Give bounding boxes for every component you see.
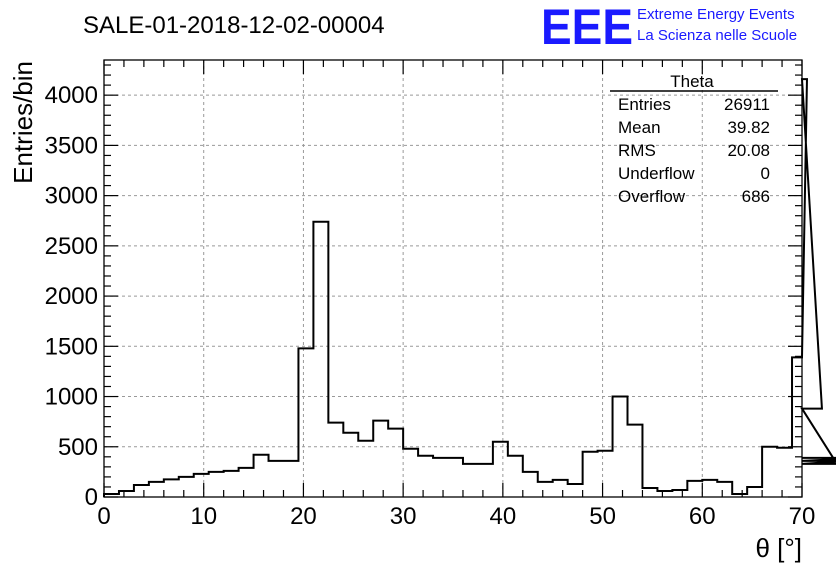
stats-row-value: 0 xyxy=(761,164,770,183)
y-axis-title: Entries/bin xyxy=(8,61,38,184)
stats-row-value: 26911 xyxy=(724,95,770,114)
x-tick-label: 0 xyxy=(97,503,110,530)
eee-logo: EEE Extreme Energy Events La Scienza nel… xyxy=(541,0,797,55)
stats-row-value: 39.82 xyxy=(727,118,770,137)
logo-line-2: La Scienza nelle Scuole xyxy=(637,27,797,44)
x-tick-label: 20 xyxy=(290,503,317,530)
stats-row-label: Overflow xyxy=(618,187,686,206)
y-tick-label: 1500 xyxy=(45,333,98,360)
y-tick-label: 1000 xyxy=(45,384,98,411)
stats-box-name: Theta xyxy=(670,72,714,91)
y-tick-label: 3000 xyxy=(45,183,98,210)
x-tick-label: 40 xyxy=(490,503,517,530)
x-axis-title: θ [°] xyxy=(755,533,802,563)
stats-row-value: 686 xyxy=(742,187,770,206)
x-tick-label: 70 xyxy=(789,503,816,530)
stats-row-label: Mean xyxy=(618,118,661,137)
y-tick-label: 2500 xyxy=(45,233,98,260)
stats-row-label: RMS xyxy=(618,141,656,160)
stats-box: Theta Entries 26911 Mean 39.82 RMS 20.08 Under… xyxy=(610,72,778,206)
y-tick-label: 3500 xyxy=(45,132,98,159)
plot-frame xyxy=(103,59,803,498)
stats-row-label: Underflow xyxy=(618,164,695,183)
y-tick-labels: 0 500 1000 1500 2000 2500 3000 3500 4000 xyxy=(45,82,98,511)
axis-ticks xyxy=(103,60,803,498)
stats-row-label: Entries xyxy=(618,95,671,114)
histogram-series xyxy=(103,78,836,497)
eee-logo-mark: EEE xyxy=(541,0,633,55)
grid-lines xyxy=(104,60,802,497)
x-tick-label: 60 xyxy=(689,503,716,530)
y-tick-label: 0 xyxy=(85,484,98,511)
x-tick-label: 10 xyxy=(190,503,217,530)
y-tick-label: 500 xyxy=(58,434,98,461)
chart-title: SALE-01-2018-12-02-00004 xyxy=(83,12,385,39)
stats-row-value: 20.08 xyxy=(727,141,770,160)
x-tick-label: 30 xyxy=(390,503,417,530)
y-tick-label: 4000 xyxy=(45,82,98,109)
y-tick-label: 2000 xyxy=(45,283,98,310)
x-tick-labels: 0 10 20 30 40 50 60 70 xyxy=(97,503,815,530)
x-tick-label: 50 xyxy=(589,503,616,530)
logo-line-1: Extreme Energy Events xyxy=(637,6,795,23)
